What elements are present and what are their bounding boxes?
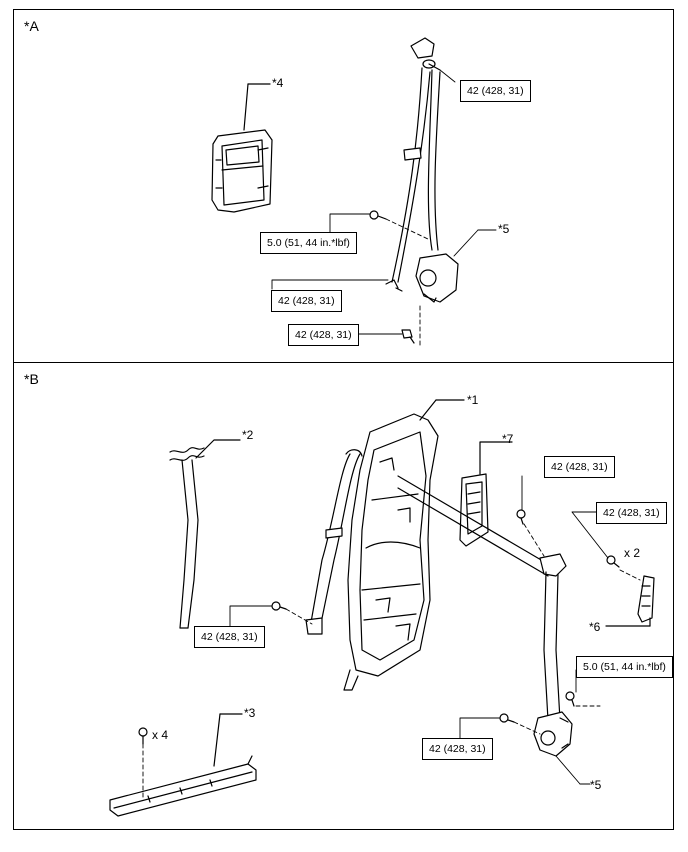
leaders-a — [271, 69, 497, 347]
torque-box-b-retractor: 42 (428, 31) — [422, 738, 493, 760]
panel-a-label: *A — [24, 18, 39, 34]
panel-b: *B — [13, 362, 674, 830]
callout-3: *3 — [244, 706, 256, 720]
seat-belt-b-main — [397, 475, 573, 757]
callout-2: *2 — [242, 428, 254, 442]
torque-box-b-anchor-6: 42 (428, 31) — [596, 502, 667, 524]
callout-4: *4 — [272, 76, 284, 90]
callout-7: *7 — [502, 432, 514, 446]
callout-5-b: *5 — [590, 778, 602, 792]
torque-box-lower-anchor-a: 42 (428, 31) — [271, 290, 342, 312]
callout-1: *1 — [467, 393, 479, 407]
quantity-x4: x 4 — [152, 728, 169, 742]
panel-b-label: *B — [24, 371, 39, 387]
torque-box-5-a: 5.0 (51, 44 in.*lbf) — [260, 232, 357, 254]
torque-box-retractor-a: 42 (428, 31) — [288, 324, 359, 346]
part-3-scuff-plate — [109, 713, 257, 817]
torque-box-b-upper-belt: 42 (428, 31) — [194, 626, 265, 648]
bolts-b — [138, 509, 620, 745]
part-7-cover — [459, 441, 513, 547]
seat-belt-b-upper — [305, 449, 363, 635]
torque-box-5-b: 5.0 (51, 44 in.*lbf) — [576, 656, 673, 678]
part-6-anchor-plate — [605, 575, 655, 627]
leaders-b — [142, 475, 641, 801]
callout-6: *6 — [589, 620, 601, 634]
seat-belt-a — [385, 37, 459, 303]
bolts-a — [369, 210, 415, 344]
part-1-pillar-garnish — [343, 399, 465, 691]
callout-5-a: *5 — [498, 222, 510, 236]
torque-box-b-top: 42 (428, 31) — [544, 456, 615, 478]
quantity-x2: x 2 — [624, 546, 641, 560]
part-2-weatherstrip — [169, 439, 241, 629]
part-4-cover — [211, 83, 273, 213]
torque-box-upper-anchor: 42 (428, 31) — [460, 80, 531, 102]
